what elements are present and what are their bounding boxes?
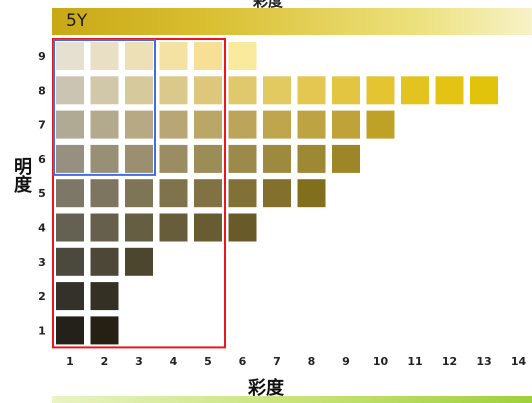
highlight-frame-blue <box>53 39 156 176</box>
color-chip-v2-c2 <box>90 282 119 311</box>
x-tick-label: 1 <box>66 355 74 368</box>
hue-label: 5Y <box>66 11 88 31</box>
color-chip-v7-c10 <box>366 110 395 139</box>
x-tick-label: 6 <box>239 355 247 368</box>
hue-header-band: 5Y <box>52 8 532 35</box>
color-chip-v6-c5 <box>194 144 222 173</box>
x-tick-label: 8 <box>308 355 316 368</box>
color-chip-v8-c4 <box>159 76 188 105</box>
bottom-band <box>52 396 532 403</box>
color-chip-v9-c5 <box>194 42 222 70</box>
color-chip-v7-c8 <box>297 110 326 139</box>
color-chip-v8-c1 <box>56 76 84 105</box>
x-tick-label: 12 <box>442 355 457 368</box>
y-tick-label: 7 <box>38 119 46 132</box>
color-chip-v4-c4 <box>159 213 188 242</box>
color-chip-v9-c4 <box>159 42 188 70</box>
x-tick-label: 4 <box>170 355 178 368</box>
color-chip-v4-c5 <box>194 213 222 242</box>
color-chip-v9-c3 <box>125 42 153 70</box>
color-chip-v7-c7 <box>263 110 291 139</box>
color-chip-v1-c1 <box>56 316 84 345</box>
color-chip-v4-c2 <box>90 213 119 242</box>
color-chip-v3-c3 <box>125 247 153 276</box>
y-tick-label: 8 <box>38 84 46 97</box>
x-tick-label: 7 <box>273 355 281 368</box>
color-chip-v6-c8 <box>297 144 326 173</box>
color-chip-v7-c6 <box>228 110 257 139</box>
top-title: 彩度 <box>252 0 283 10</box>
y-tick-label: 3 <box>38 256 46 269</box>
color-chip-v5-c8 <box>297 179 326 208</box>
color-chip-v7-c1 <box>56 110 84 139</box>
y-tick-label: 5 <box>38 187 46 200</box>
y-tick-label: 6 <box>38 153 46 166</box>
color-chip-v3-c1 <box>56 247 84 276</box>
y-tick-label: 1 <box>38 324 46 337</box>
x-tick-label: 5 <box>204 355 212 368</box>
y-tick-label: 4 <box>38 222 46 235</box>
color-chip-v5-c4 <box>159 179 188 208</box>
x-axis-title: 彩度 <box>248 378 284 399</box>
color-chip-v9-c6 <box>228 42 257 70</box>
color-chip-v8-c12 <box>435 76 464 105</box>
color-chip-v8-c2 <box>90 76 119 105</box>
color-chip-v2-c1 <box>56 282 84 311</box>
color-chip-v7-c2 <box>90 110 119 139</box>
color-chip-v8-c3 <box>125 76 153 105</box>
color-chip-v5-c2 <box>90 179 119 208</box>
color-chip-v9-c2 <box>90 42 119 70</box>
color-chip-v8-c11 <box>401 76 429 105</box>
x-tick-label: 14 <box>511 355 527 368</box>
color-chip-v6-c1 <box>56 144 84 173</box>
color-chip-v7-c9 <box>332 110 360 139</box>
color-chip-v7-c4 <box>159 110 188 139</box>
color-chip-v8-c6 <box>228 76 257 105</box>
color-chip-v6-c6 <box>228 144 257 173</box>
color-chip-v5-c7 <box>263 179 291 208</box>
color-chip-v8-c9 <box>332 76 360 105</box>
x-tick-label: 13 <box>476 355 491 368</box>
x-tick-label: 10 <box>373 355 389 368</box>
color-chip-v6-c2 <box>90 144 119 173</box>
color-chip-v8-c5 <box>194 76 222 105</box>
color-chip-v4-c3 <box>125 213 153 242</box>
color-chip-v7-c3 <box>125 110 153 139</box>
color-chip-v8-c13 <box>470 76 498 105</box>
color-chip-v3-c2 <box>90 247 119 276</box>
y-tick-label: 2 <box>38 290 46 303</box>
color-chip-v5-c6 <box>228 179 257 208</box>
color-chip-v4-c6 <box>228 213 257 242</box>
color-chip-v8-c10 <box>366 76 395 105</box>
x-tick-label: 2 <box>101 355 109 368</box>
y-axis-title: 明度 <box>11 157 32 193</box>
color-chip-v5-c1 <box>56 179 84 208</box>
color-chip-v4-c1 <box>56 213 84 242</box>
x-tick-label: 3 <box>135 355 143 368</box>
color-chip-v1-c2 <box>90 316 119 345</box>
x-tick-label: 11 <box>407 355 422 368</box>
color-chip-v6-c3 <box>125 144 153 173</box>
y-tick-label: 9 <box>38 50 46 63</box>
color-chip-v9-c1 <box>56 42 84 70</box>
color-chip-v6-c4 <box>159 144 188 173</box>
color-chip-v8-c8 <box>297 76 326 105</box>
x-tick-label: 9 <box>342 355 350 368</box>
color-chip-v5-c3 <box>125 179 153 208</box>
color-chip-v6-c9 <box>332 144 360 173</box>
color-chip-v7-c5 <box>194 110 222 139</box>
color-chip-v8-c7 <box>263 76 291 105</box>
color-chip-v5-c5 <box>194 179 222 208</box>
color-chip-v6-c7 <box>263 144 291 173</box>
